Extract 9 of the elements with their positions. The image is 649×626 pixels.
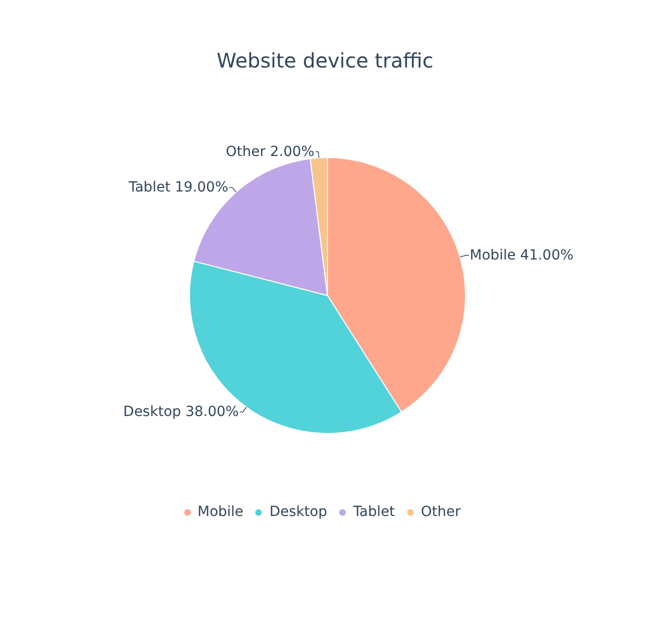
category-label: Mobile 41.00% <box>470 247 574 264</box>
legend-label: Desktop <box>269 504 328 520</box>
category-label: Tablet 19.00% <box>128 179 228 196</box>
category-label: Desktop 38.00% <box>123 404 239 420</box>
category-label: Other 2.00% <box>226 144 314 160</box>
legend-label: Tablet <box>353 504 395 520</box>
legend-label: Mobile <box>198 504 244 520</box>
chart-title: Website device traffic <box>216 48 434 72</box>
legend-label: Other <box>420 504 461 520</box>
